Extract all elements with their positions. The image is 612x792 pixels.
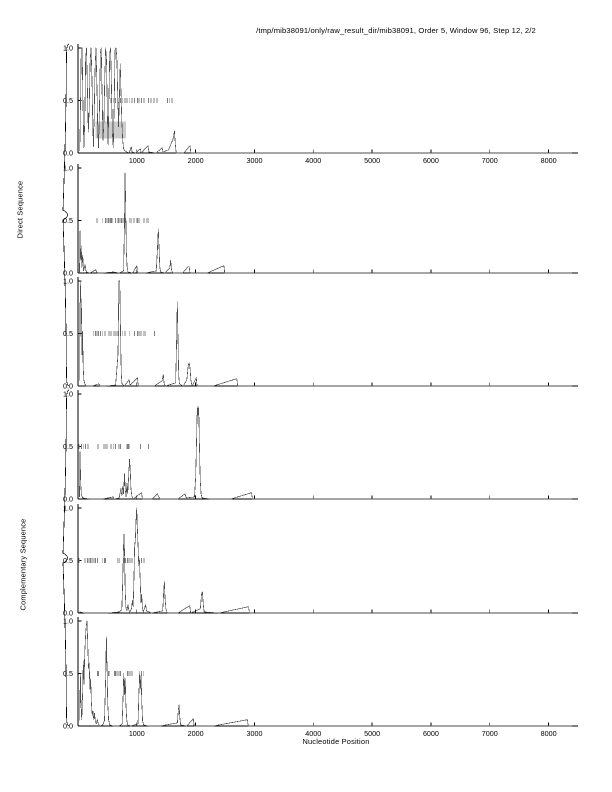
y-axis-tick-label: 0.0 <box>63 149 73 158</box>
x-axis-tick-label: 2000 <box>188 729 204 738</box>
x-axis-tick-label: 6000 <box>423 729 439 738</box>
y-axis-tick-label: 1.0 <box>63 617 73 626</box>
group-brace-complementary <box>62 389 70 727</box>
y-axis-tick-label: 1.0 <box>63 504 73 513</box>
x-axis-tick-label: 6000 <box>423 156 439 165</box>
x-axis-tick-label: 7000 <box>482 156 498 165</box>
y-axis-tick-label: 0.0 <box>63 382 73 391</box>
y-axis-tick-label: 0.0 <box>63 609 73 618</box>
y-axis-group-label-direct: Direct Sequence <box>15 180 25 239</box>
signal-trace <box>79 47 573 154</box>
y-axis-tick-label: 1.0 <box>63 164 73 173</box>
y-axis-tick-label: 0.5 <box>63 216 73 225</box>
y-axis-tick-label: 0.0 <box>63 495 73 504</box>
panel-direct-frame-3: 0.0 0.5 1.0 <box>63 277 578 391</box>
x-axis-tick-label: 5000 <box>364 729 380 738</box>
panel-direct-frame-2: 0.0 0.5 1.0 <box>63 164 578 278</box>
group-brace-direct <box>62 43 70 387</box>
figure-title: /tmp/mib38091/only/raw_result_dir/mib380… <box>0 26 612 35</box>
y-axis-tick-label: 0.5 <box>63 556 73 565</box>
x-axis-tick-label: 4000 <box>305 729 321 738</box>
signal-trace <box>79 507 573 614</box>
y-axis-tick-label: 1.0 <box>63 44 73 53</box>
x-axis-tick-label: 1000 <box>129 729 145 738</box>
panel-direct-frame-1: 0.0 0.5 1.0 1000 2000 3000 4000 5000 6000 7000 800… <box>63 44 578 165</box>
x-axis-tick-label: 5000 <box>364 156 380 165</box>
panel-complementary-frame-1: 0.0 0.5 1.0 <box>63 390 578 504</box>
x-axis-tick-label: 3000 <box>246 156 262 165</box>
x-axis-tick-label: 3000 <box>246 729 262 738</box>
y-axis-tick-label: 0.5 <box>63 329 73 338</box>
x-axis-tick-label: 4000 <box>305 156 321 165</box>
x-axis-label-text: Nucleotide Position <box>302 737 370 746</box>
x-axis-tick-label: 7000 <box>482 729 498 738</box>
y-axis-tick-label: 0.5 <box>63 669 73 678</box>
x-axis-tick-label: 1000 <box>129 156 145 165</box>
panel-complementary-frame-2: 0.0 0.5 1.0 <box>63 504 578 618</box>
y-axis-tick-label: 0.5 <box>63 96 73 105</box>
y-axis-tick-label: 0.0 <box>63 722 73 731</box>
signal-trace <box>79 172 573 274</box>
figure-title-text: /tmp/mib38091/only/raw_result_dir/mib380… <box>256 26 536 35</box>
x-axis-tick-label: 8000 <box>541 729 557 738</box>
signal-trace <box>79 406 573 500</box>
panel-complementary-frame-3: 0.0 0.5 1.0 1000 2000 3000 4000 5000 6000 7000 800… <box>63 617 578 738</box>
y-axis-tick-label: 0.0 <box>63 269 73 278</box>
y-axis-tick-label: 0.5 <box>63 442 73 451</box>
y-axis-tick-label: 1.0 <box>63 277 73 286</box>
signal-trace <box>79 280 573 387</box>
x-axis-tick-label: 2000 <box>188 156 204 165</box>
x-axis-label: Nucleotide Position <box>0 737 612 746</box>
y-axis-tick-label: 1.0 <box>63 390 73 399</box>
x-axis-tick-label: 8000 <box>541 156 557 165</box>
signal-trace <box>79 620 573 727</box>
y-axis-group-label-complementary: Complementary Sequence <box>18 518 28 611</box>
